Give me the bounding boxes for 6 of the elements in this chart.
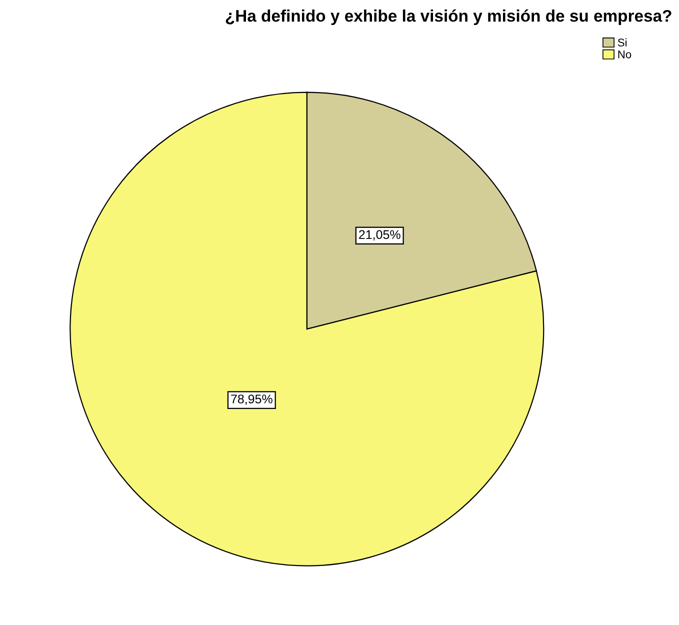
legend-label: No bbox=[618, 50, 632, 58]
chart-title: ¿Ha definido y exhibe la visión y misión de su empresa? bbox=[226, 9, 672, 26]
data-label: 78,95% bbox=[231, 394, 272, 405]
pie-slice bbox=[70, 92, 544, 566]
legend-label: Si bbox=[618, 38, 627, 46]
data-label: 21,05% bbox=[359, 230, 400, 240]
